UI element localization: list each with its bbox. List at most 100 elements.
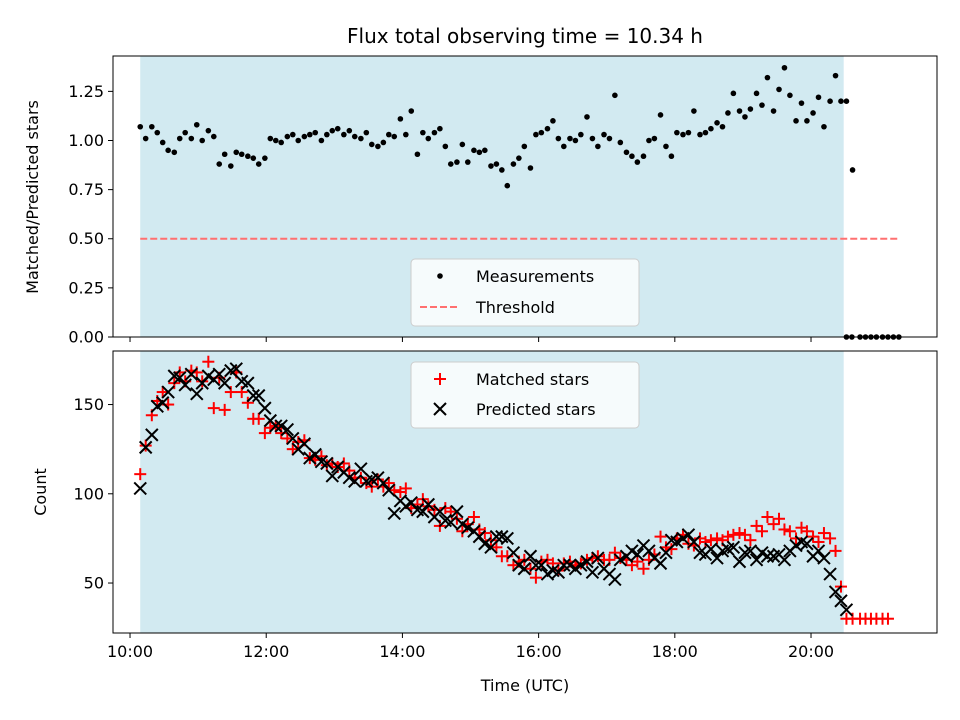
matched-star-point	[755, 525, 768, 538]
predicted-star-point	[823, 567, 837, 581]
measurement-point	[623, 149, 630, 156]
matched-star-point	[812, 535, 825, 548]
top-ytick-label: 0.00	[68, 328, 104, 347]
measurement-point	[827, 98, 833, 104]
predicted-star-point	[811, 544, 826, 558]
measurement-point	[691, 108, 697, 114]
measurement-point	[538, 129, 545, 136]
measurement-point	[414, 151, 421, 158]
predicted-star-point	[777, 553, 792, 567]
predicted-star-point	[325, 469, 339, 483]
measurement-point	[351, 133, 358, 140]
measurement-point	[454, 159, 460, 165]
measurement-point	[753, 90, 760, 97]
matched-star-point	[399, 482, 412, 495]
measurement-point	[267, 135, 274, 142]
predicted-star-point	[659, 545, 673, 560]
matched-star-point	[490, 541, 503, 554]
predicted-star-point	[506, 545, 521, 560]
bottom-xtick-label: 12:00	[243, 642, 289, 661]
top-axes-frame	[112, 55, 938, 338]
measurement-point	[533, 131, 539, 138]
matched-star-point	[773, 512, 786, 525]
bottom-ytick-label: 150	[73, 395, 104, 414]
predicted-star-point	[613, 553, 628, 567]
measurement-point	[719, 123, 726, 130]
top-ytick-label: 0.25	[68, 278, 104, 297]
predicted-star-point	[269, 419, 283, 433]
legend-measurements-label: Measurements	[476, 267, 594, 286]
matched-star-point	[807, 530, 820, 543]
measurement-point	[764, 74, 771, 81]
measurement-point	[589, 135, 596, 142]
matched-star-point	[783, 525, 796, 538]
predicted-star-point	[478, 537, 492, 551]
predicted-star-point	[551, 565, 566, 580]
matched-star-point	[207, 402, 220, 415]
matched-star-point	[608, 546, 621, 559]
measurement-point	[804, 118, 810, 124]
measurement-point	[843, 98, 850, 104]
predicted-star-point	[726, 540, 741, 555]
predicted-star-point	[670, 535, 684, 549]
measurement-point	[595, 143, 601, 150]
predicted-star-point	[258, 401, 272, 415]
matched-star-point	[631, 555, 644, 568]
measurement-point	[584, 114, 590, 120]
top-ytick-label: 1.25	[68, 82, 104, 101]
measurement-point	[205, 127, 212, 134]
predicted-star-point	[320, 456, 334, 471]
matched-star-point	[252, 412, 265, 425]
matched-star-point	[738, 528, 751, 541]
predicted-star-point	[241, 376, 255, 390]
predicted-star-point	[444, 515, 458, 530]
measurement-point	[262, 155, 268, 161]
legend-measurements-marker	[437, 273, 443, 279]
matched-star-point	[139, 439, 152, 452]
matched-star-point	[275, 427, 288, 440]
measurement-point	[188, 135, 195, 142]
measurement-point	[233, 149, 240, 156]
measurement-point	[612, 92, 618, 99]
top-ytick-label: 1.00	[68, 131, 104, 150]
predicted-star-point	[732, 554, 747, 569]
matched-star-point	[501, 550, 514, 563]
measurement-point	[668, 153, 675, 160]
predicted-star-point	[161, 385, 175, 399]
measurement-point	[499, 167, 505, 173]
matched-star-point	[711, 532, 724, 545]
measurement-point	[301, 133, 308, 140]
measurement-point	[781, 64, 788, 71]
matched-star-point	[156, 386, 169, 399]
predicted-star-point	[500, 531, 515, 546]
measurement-point	[504, 182, 511, 189]
matched-star-point	[258, 427, 271, 440]
predicted-star-point	[580, 554, 594, 569]
measurement-point	[510, 161, 517, 167]
matched-star-point	[134, 468, 147, 481]
predicted-star-point	[817, 551, 831, 565]
predicted-star-point	[354, 462, 368, 476]
bottom-xtick-label: 20:00	[788, 642, 834, 661]
predicted-star-point	[133, 481, 147, 496]
matched-star-point	[654, 530, 667, 543]
predicted-star-point	[178, 378, 192, 392]
measurement-point	[561, 143, 567, 150]
matched-star-point	[733, 527, 746, 540]
measurement-point	[493, 161, 500, 167]
measurement-point	[403, 131, 409, 138]
measurement-point	[810, 110, 816, 116]
measurement-point	[149, 123, 155, 130]
predicted-star-point	[710, 551, 724, 565]
predicted-star-point	[523, 549, 538, 563]
predicted-star-point	[517, 562, 532, 576]
predicted-star-point	[534, 558, 549, 572]
top-y-axis-label: Matched/Predicted stars	[23, 100, 42, 294]
measurement-point	[442, 143, 449, 150]
measurement-point	[307, 131, 313, 138]
measurement-point	[527, 165, 534, 171]
predicted-star-point	[630, 547, 645, 562]
matched-star-point	[467, 510, 480, 523]
measurement-point	[821, 123, 827, 130]
matched-star-point	[699, 535, 712, 548]
